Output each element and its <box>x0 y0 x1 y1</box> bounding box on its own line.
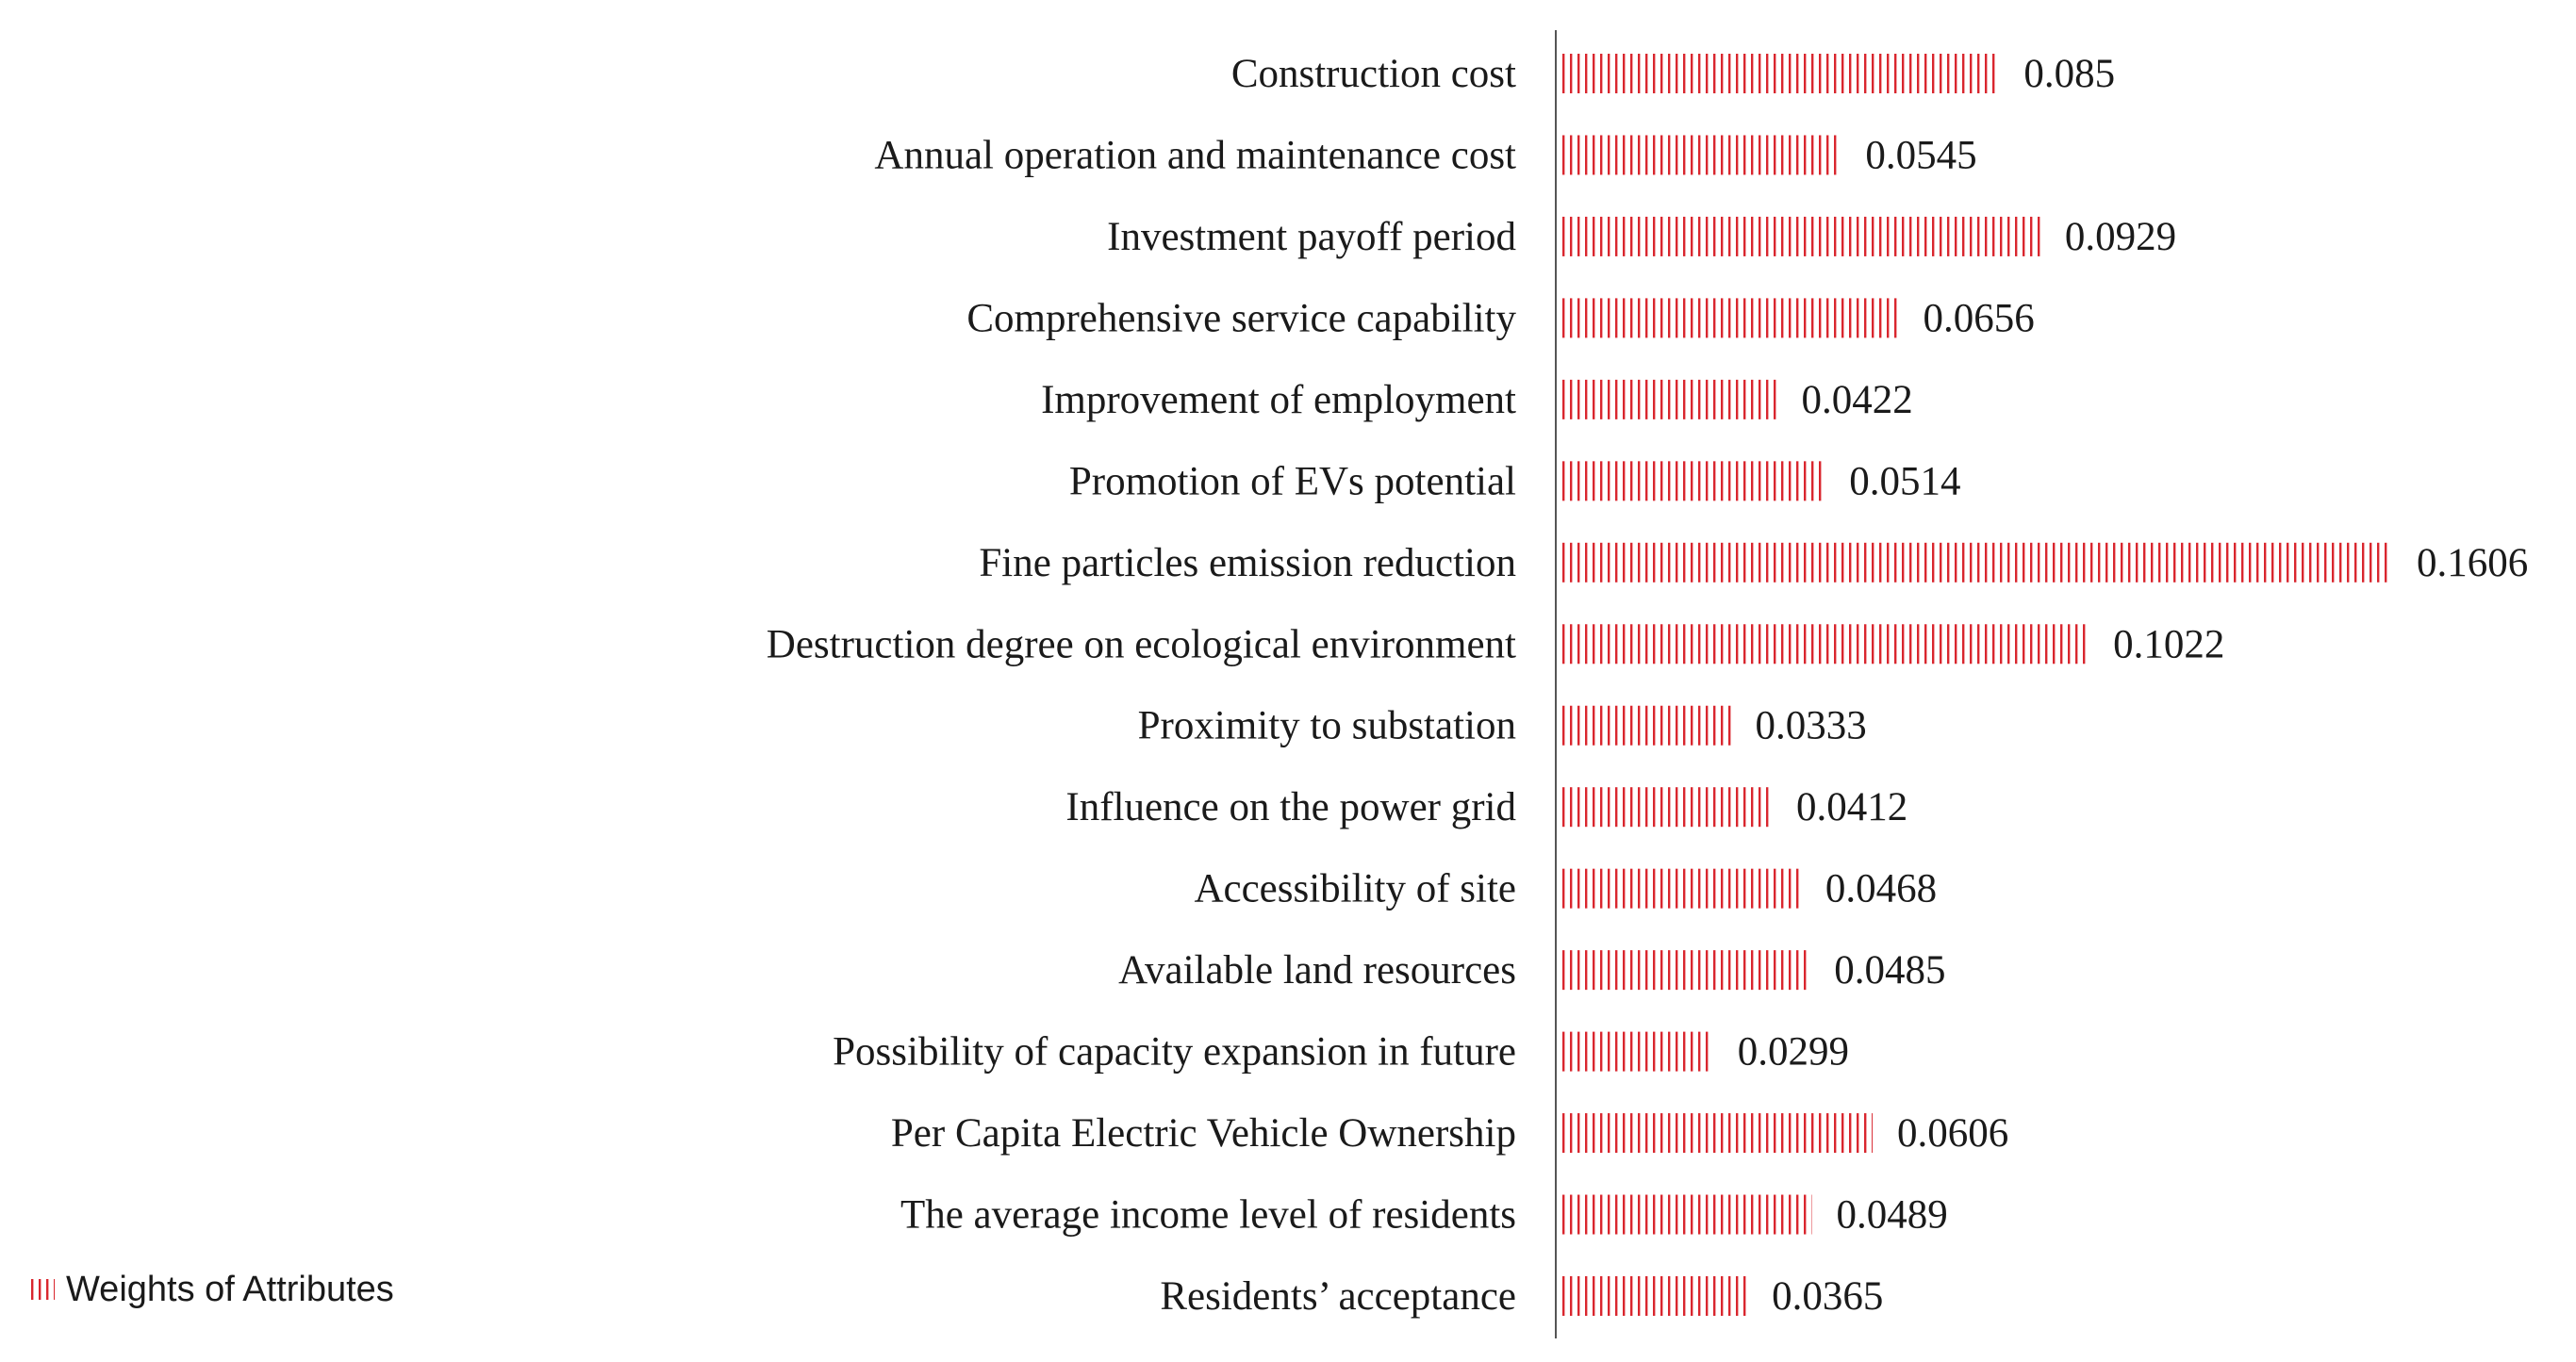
category-label: Proximity to substation <box>1138 704 1516 748</box>
category-labels: Construction cost Annual operation and ma… <box>767 52 1517 1319</box>
category-label: Improvement of employment <box>1041 378 1516 422</box>
value-label: 0.1606 <box>2417 541 2528 585</box>
category-label: Accessibility of site <box>1194 867 1516 911</box>
bar <box>1558 1113 1873 1154</box>
value-label: 0.1022 <box>2113 622 2224 666</box>
category-label: Residents’ acceptance <box>1160 1274 1516 1319</box>
category-label: Comprehensive service capability <box>966 296 1516 340</box>
legend-label: Weights of Attributes <box>66 1270 394 1309</box>
bar <box>1558 135 1841 175</box>
legend: Weights of Attributes <box>28 1270 394 1309</box>
value-label: 0.0299 <box>1738 1030 1849 1075</box>
bar <box>1558 54 2000 93</box>
value-label: 0.0468 <box>1825 867 1937 911</box>
bar <box>1558 379 1777 419</box>
value-label: 0.0929 <box>2065 215 2176 259</box>
value-label: 0.0412 <box>1796 785 1907 829</box>
bar <box>1558 542 2392 583</box>
category-label: Fine particles emission reduction <box>979 541 1516 585</box>
value-label: 0.0545 <box>1865 133 1976 177</box>
bar <box>1558 624 2089 665</box>
category-label: Promotion of EVs potential <box>1069 459 1516 503</box>
value-label: 0.0485 <box>1834 948 1945 993</box>
value-label: 0.0514 <box>1849 459 1960 503</box>
bar <box>1558 1194 1812 1235</box>
value-label: 0.0489 <box>1836 1193 1947 1238</box>
value-label: 0.0365 <box>1772 1274 1883 1319</box>
bar <box>1558 868 1801 909</box>
value-label: 0.0606 <box>1897 1111 2008 1156</box>
bars <box>1558 54 2392 1316</box>
category-label: Possibility of capacity expansion in fut… <box>833 1030 1516 1075</box>
category-label: Annual operation and maintenance cost <box>874 133 1516 177</box>
category-label: Per Capita Electric Vehicle Ownership <box>891 1111 1516 1156</box>
bar <box>1558 787 1773 828</box>
category-label: Destruction degree on ecological environ… <box>767 622 1516 666</box>
value-label: 0.0422 <box>1802 378 1913 422</box>
category-label: Available land resources <box>1118 948 1516 993</box>
value-label: 0.085 <box>2023 52 2115 96</box>
bar <box>1558 216 2040 256</box>
bar <box>1558 1276 1748 1316</box>
category-label: Construction cost <box>1231 52 1516 96</box>
category-label: Investment payoff period <box>1107 215 1516 259</box>
category-label: The average income level of residents <box>900 1193 1516 1238</box>
value-label: 0.0656 <box>1923 296 2034 340</box>
value-label: 0.0333 <box>1756 704 1867 748</box>
bar <box>1558 1031 1713 1072</box>
bar <box>1558 298 1899 338</box>
bar <box>1558 461 1825 501</box>
legend-swatch <box>28 1279 55 1300</box>
category-label: Influence on the power grid <box>1065 785 1516 829</box>
bar <box>1558 950 1810 991</box>
bar <box>1558 705 1731 746</box>
